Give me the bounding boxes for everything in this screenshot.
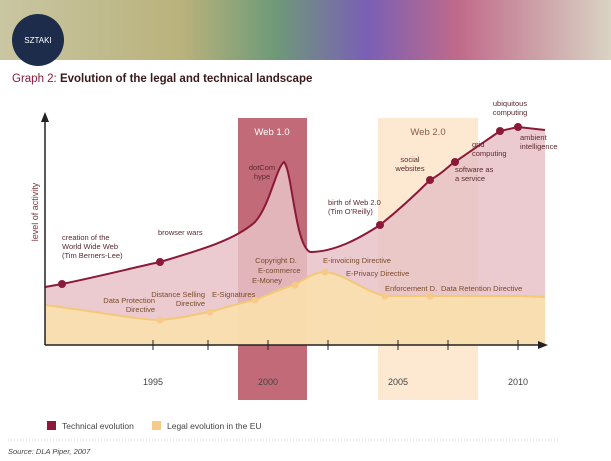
y-axis-label: level of activity: [30, 182, 40, 241]
event-dot: [58, 280, 66, 288]
legal-label: Distance Selling: [151, 290, 205, 299]
legal-dot: [321, 268, 329, 276]
legal-label: Copyright D.: [255, 256, 297, 265]
technical-area: [45, 127, 545, 345]
legal-dot: [156, 316, 164, 324]
legend-label: Legal evolution in the EU: [167, 421, 262, 431]
event-label: ambient: [520, 133, 548, 142]
legal-label: Data Protection: [103, 296, 155, 305]
event-dot: [451, 158, 459, 166]
logo: [12, 14, 64, 66]
y-arrow: [41, 112, 49, 122]
x-tick-label: 2000: [258, 377, 278, 387]
legal-dot: [251, 296, 259, 304]
legend-swatch-technical: [47, 421, 56, 430]
legal-dot: [206, 308, 214, 316]
event-label: intelligence: [520, 142, 558, 151]
logo-text: SZTAKI: [24, 36, 51, 45]
x-arrow: [538, 341, 548, 349]
event-label: grid: [472, 140, 485, 149]
event-label: dotCom: [249, 163, 275, 172]
legal-label: Directive: [176, 299, 205, 308]
event-label: websites: [394, 164, 424, 173]
source: Source: DLA Piper, 2007: [8, 447, 91, 456]
legend-swatch-legal: [152, 421, 161, 430]
legal-label: Data Retention Directive: [441, 284, 522, 293]
event-label: hype: [254, 172, 270, 181]
event-label: a service: [455, 174, 485, 183]
event-label: browser wars: [158, 228, 203, 237]
x-tick-label: 2010: [508, 377, 528, 387]
legal-label: E-Privacy Directive: [346, 269, 409, 278]
legal-label: E-Signatures: [212, 290, 256, 299]
legal-label: E-invoicing Directive: [323, 256, 391, 265]
x-tick-label: 2005: [388, 377, 408, 387]
technical-line: [44, 125, 546, 288]
legal-dot: [426, 292, 434, 300]
legal-area: [45, 272, 545, 345]
era-label: Web 1.0: [254, 127, 289, 138]
event-label: (Tim O'Reilly): [328, 207, 373, 216]
event-dot: [496, 127, 504, 135]
title-main: Evolution of the legal and technical lan…: [60, 73, 312, 85]
era-label: Web 2.0: [410, 127, 445, 138]
title: Graph 2: Evolution of the legal and tech…: [12, 73, 312, 85]
event-dot: [156, 258, 164, 266]
legal-dot: [291, 281, 299, 289]
event-label: ubiquitous: [493, 99, 527, 108]
event-label: World Wide Web: [62, 242, 118, 251]
event-label: birth of Web 2.0: [328, 198, 381, 207]
legend-label: Technical evolution: [62, 421, 134, 431]
event-label: social: [400, 155, 420, 164]
title-prefix: Graph 2:: [12, 73, 57, 85]
legal-dot: [381, 292, 389, 300]
event-dot: [376, 221, 384, 229]
legal-label: Enforcement D.: [385, 284, 437, 293]
event-label: software as: [455, 165, 494, 174]
x-tick-label: 1995: [143, 377, 163, 387]
legal-label: E-commerce: [258, 266, 301, 275]
event-label: computing: [472, 149, 507, 158]
legal-label: Directive: [126, 305, 155, 314]
event-label: creation of the: [62, 233, 110, 242]
event-dot: [514, 123, 522, 131]
event-label: computing: [493, 108, 528, 117]
banner: [0, 0, 611, 60]
event-dot: [426, 176, 434, 184]
legal-label: E-Money: [252, 276, 282, 285]
event-label: (Tim Berners-Lee): [62, 251, 123, 260]
